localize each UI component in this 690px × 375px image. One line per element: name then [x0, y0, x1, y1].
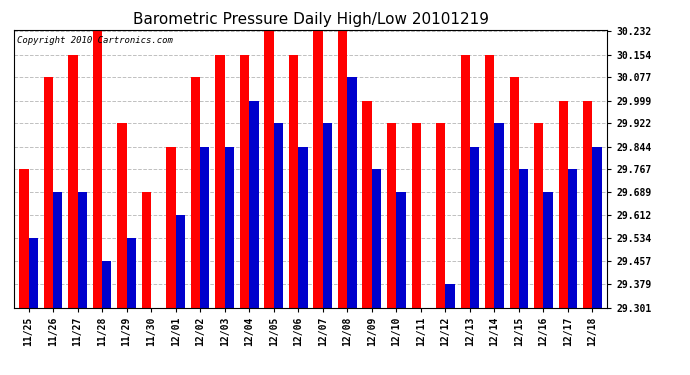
Bar [436, 123, 445, 308]
Bar [347, 77, 357, 308]
Bar [117, 123, 126, 308]
Bar [411, 123, 421, 308]
Bar [372, 170, 381, 308]
Bar [298, 147, 308, 308]
Bar [200, 147, 210, 308]
Bar [191, 77, 200, 308]
Bar [264, 32, 274, 308]
Bar [387, 123, 396, 308]
Text: Copyright 2010 Cartronics.com: Copyright 2010 Cartronics.com [17, 36, 172, 45]
Bar [102, 261, 111, 308]
Bar [289, 55, 298, 308]
Bar [495, 123, 504, 308]
Bar [274, 123, 283, 308]
Bar [240, 55, 249, 308]
Bar [126, 238, 136, 308]
Bar [534, 123, 544, 308]
Bar [215, 55, 225, 308]
Bar [460, 55, 470, 308]
Bar [166, 147, 176, 308]
Bar [53, 192, 62, 308]
Bar [323, 123, 332, 308]
Bar [470, 147, 479, 308]
Bar [510, 77, 519, 308]
Bar [583, 100, 593, 308]
Bar [568, 170, 578, 308]
Title: Barometric Pressure Daily High/Low 20101219: Barometric Pressure Daily High/Low 20101… [132, 12, 489, 27]
Bar [68, 55, 77, 308]
Bar [593, 147, 602, 308]
Bar [142, 192, 151, 308]
Bar [28, 238, 38, 308]
Bar [485, 55, 495, 308]
Bar [445, 284, 455, 308]
Bar [544, 192, 553, 308]
Bar [176, 215, 185, 308]
Bar [43, 77, 53, 308]
Bar [313, 32, 323, 308]
Bar [225, 147, 234, 308]
Bar [338, 32, 347, 308]
Bar [519, 170, 529, 308]
Bar [19, 170, 28, 308]
Bar [396, 192, 406, 308]
Bar [362, 100, 372, 308]
Bar [77, 192, 87, 308]
Bar [92, 32, 102, 308]
Bar [249, 100, 259, 308]
Bar [559, 100, 568, 308]
